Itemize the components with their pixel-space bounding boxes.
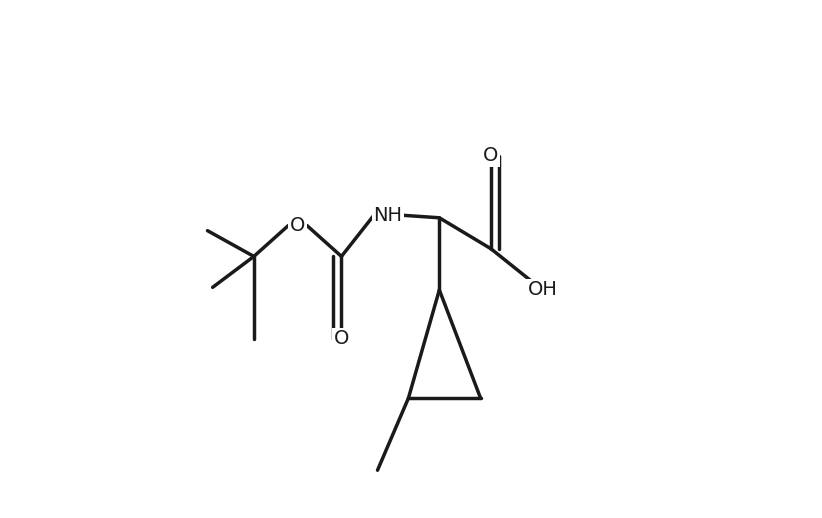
Text: O: O	[483, 147, 499, 165]
Text: O: O	[334, 329, 349, 349]
Text: O: O	[290, 216, 305, 235]
Text: NH: NH	[373, 206, 402, 225]
Text: OH: OH	[528, 280, 557, 299]
